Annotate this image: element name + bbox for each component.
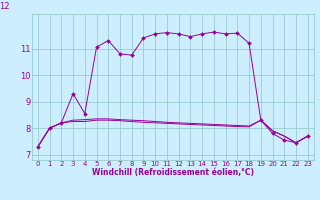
X-axis label: Windchill (Refroidissement éolien,°C): Windchill (Refroidissement éolien,°C) <box>92 168 254 177</box>
Text: 12: 12 <box>0 2 10 11</box>
